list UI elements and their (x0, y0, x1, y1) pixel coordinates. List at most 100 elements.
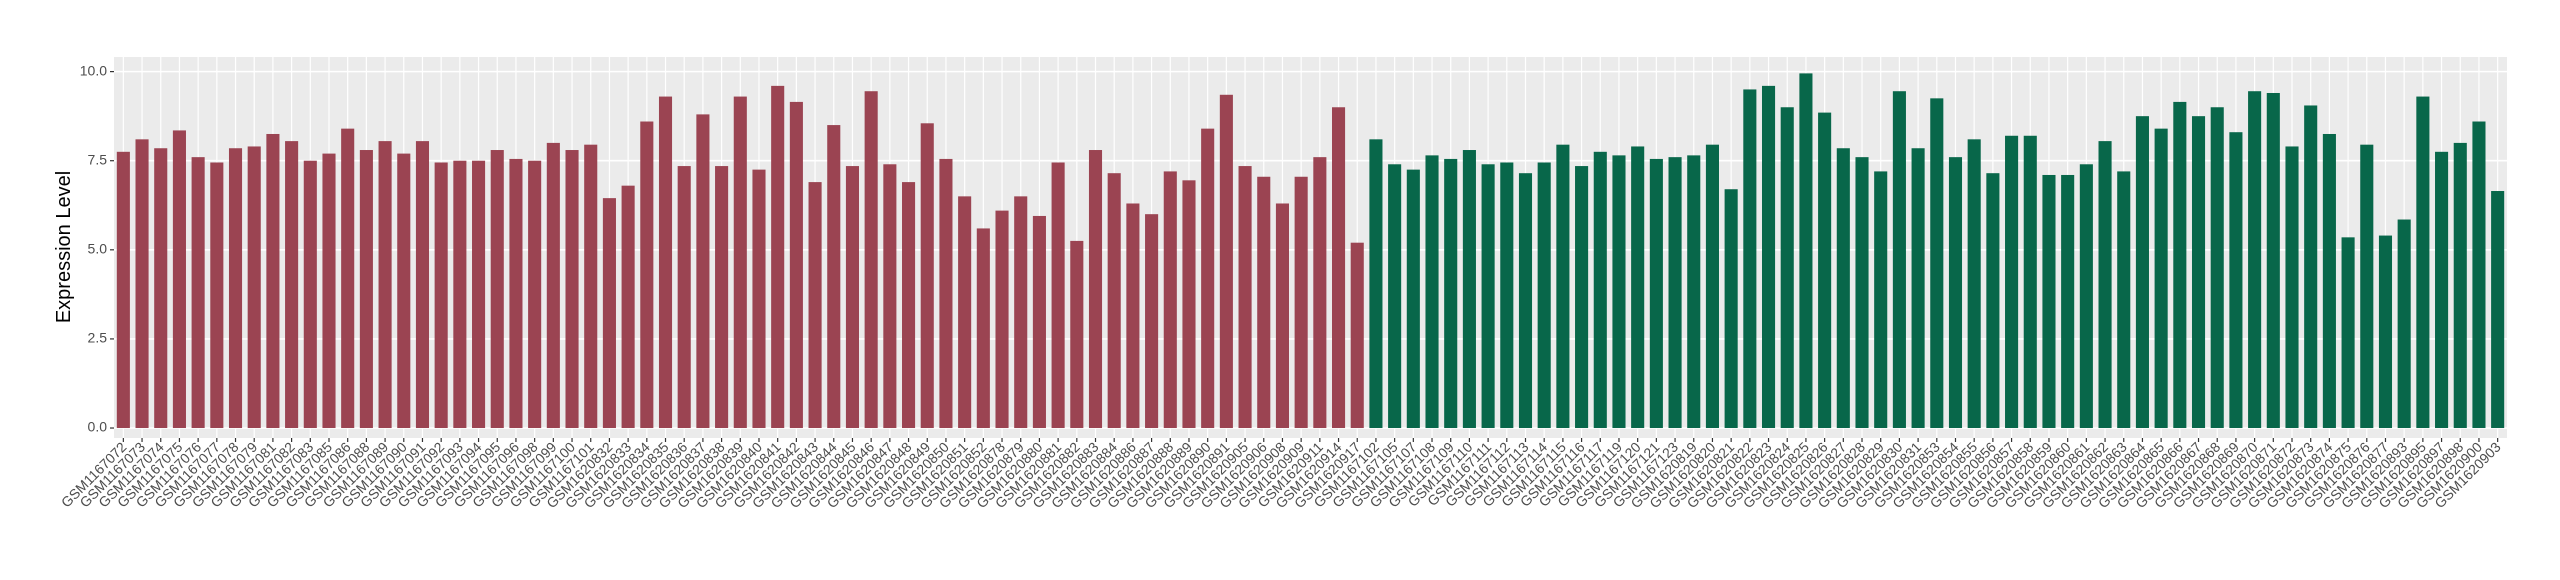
bar (958, 196, 972, 429)
bar (640, 121, 654, 429)
y-tick-label: 2.5 (88, 330, 108, 346)
bar (2285, 146, 2299, 429)
bar (1705, 144, 1719, 429)
bar (1649, 158, 1663, 429)
bar (1481, 164, 1495, 429)
bar (1257, 176, 1271, 429)
bar (2098, 141, 2112, 429)
bar (378, 141, 392, 429)
bar (584, 144, 598, 429)
bar (135, 139, 149, 429)
bar (1518, 173, 1533, 429)
bar (1537, 162, 1551, 429)
bar (902, 182, 916, 429)
bar (1145, 214, 1159, 429)
bar (2435, 151, 2449, 429)
bar (2061, 174, 2075, 429)
bar (1406, 169, 1420, 429)
bar (1126, 203, 1140, 429)
bar (154, 148, 168, 429)
bar (976, 228, 990, 429)
bar (2173, 101, 2187, 429)
bar (733, 96, 747, 429)
bar (2023, 135, 2037, 429)
bar (1631, 146, 1645, 429)
bar (341, 128, 355, 429)
bar (2079, 164, 2093, 429)
bar (771, 85, 785, 429)
bar (1425, 155, 1439, 429)
bar (1500, 162, 1514, 429)
bar (939, 158, 953, 429)
bar (808, 182, 822, 429)
bar (1761, 85, 1776, 429)
bar (1070, 240, 1084, 429)
bar (2005, 135, 2019, 429)
bar (1668, 157, 1682, 429)
bar (1593, 151, 1607, 429)
bar (1818, 112, 1832, 429)
bar (1107, 173, 1121, 429)
bar (397, 153, 411, 429)
bar (228, 148, 243, 429)
bar (920, 123, 934, 429)
y-tick-label: 0.0 (88, 419, 108, 435)
bar (359, 150, 373, 429)
bar (322, 153, 336, 429)
bar (1219, 94, 1233, 429)
bar (303, 160, 317, 429)
bar (247, 146, 261, 429)
bar (1350, 242, 1364, 429)
bar (752, 169, 766, 429)
bar (827, 125, 841, 429)
bar (1724, 189, 1738, 429)
bar (1874, 171, 1888, 429)
bar (1051, 162, 1065, 429)
bar (2248, 91, 2262, 429)
bar (2042, 174, 2056, 429)
bar (883, 164, 897, 429)
bar (2117, 171, 2131, 429)
bar (472, 160, 486, 429)
bar (1369, 139, 1383, 429)
bar (1313, 157, 1327, 429)
bar (1182, 180, 1196, 429)
bar (490, 150, 504, 429)
bar (2322, 133, 2336, 429)
bar (172, 130, 186, 429)
bar (1444, 158, 1458, 429)
bar (1088, 150, 1103, 429)
bar (546, 142, 560, 429)
bar (1575, 166, 1589, 429)
bar (285, 141, 299, 429)
bar (2154, 128, 2168, 429)
bar (864, 91, 878, 429)
bar (1799, 73, 1813, 429)
bar (1967, 139, 1981, 429)
bar (621, 185, 635, 429)
bar (191, 157, 205, 429)
bar (602, 198, 616, 429)
bar (1032, 215, 1046, 429)
bar (2453, 142, 2467, 429)
bar (1855, 157, 1869, 429)
bar (1612, 155, 1626, 429)
bar (415, 141, 430, 429)
bar (2341, 237, 2355, 429)
bar (2266, 92, 2280, 429)
bar (1163, 171, 1177, 429)
bar (2304, 105, 2318, 429)
bar (2191, 116, 2206, 429)
bar (2472, 121, 2486, 429)
bar (1462, 150, 1476, 429)
y-tick-label: 5.0 (88, 241, 108, 257)
bar (453, 160, 467, 429)
bar (266, 133, 280, 429)
bar (715, 166, 729, 429)
bar (1780, 107, 1794, 429)
bar (1014, 196, 1028, 429)
bar (528, 160, 542, 429)
bar (1948, 157, 1963, 429)
bar (1201, 128, 1215, 429)
